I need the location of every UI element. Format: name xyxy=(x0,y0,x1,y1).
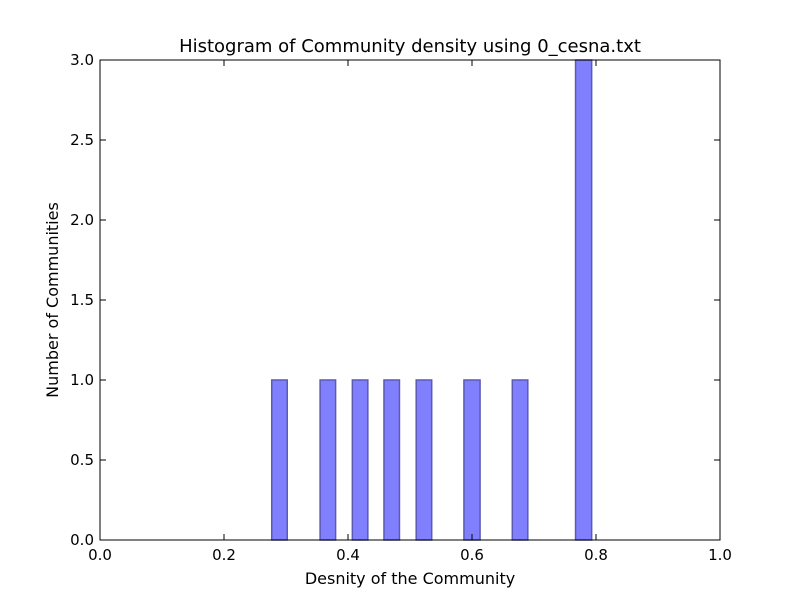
y-tick-label: 2.0 xyxy=(70,211,94,229)
histogram-bar-2 xyxy=(319,379,337,541)
histogram-bar-1 xyxy=(270,379,288,541)
y-tick-label: 0.5 xyxy=(70,451,94,469)
x-tick-label: 1.0 xyxy=(708,546,732,564)
histogram-bar-6 xyxy=(463,379,481,541)
histogram-bar-7 xyxy=(511,379,529,541)
chart-title: Histogram of Community density using 0_c… xyxy=(179,36,641,57)
y-tick-label: 2.5 xyxy=(70,131,94,149)
y-tick-label: 1.5 xyxy=(70,291,94,309)
histogram-bar-3 xyxy=(351,379,369,541)
x-tick-label: 0.8 xyxy=(584,546,608,564)
y-tick-label: 1.0 xyxy=(70,371,94,389)
histogram-bar-4 xyxy=(383,379,401,541)
x-tick-label: 0.0 xyxy=(88,546,112,564)
histogram-bar-5 xyxy=(415,379,433,541)
histogram-bar-8 xyxy=(574,59,593,541)
axis-ticks: 0.0 0.2 0.4 0.6 0.8 1.0 0.0 0.5 1.0 1.5 2.0 2.5 3.0 xyxy=(70,51,732,564)
x-tick-label: 0.6 xyxy=(460,546,484,564)
y-axis-label: Number of Communities xyxy=(43,202,62,398)
x-tick-label: 0.2 xyxy=(212,546,236,564)
plot-frame xyxy=(99,59,721,541)
x-tick-label: 0.4 xyxy=(336,546,360,564)
y-tick-label: 3.0 xyxy=(70,51,94,69)
y-tick-label: 0.0 xyxy=(70,531,94,549)
x-axis-label: Desnity of the Community xyxy=(305,569,515,588)
histogram-bars xyxy=(270,59,593,541)
